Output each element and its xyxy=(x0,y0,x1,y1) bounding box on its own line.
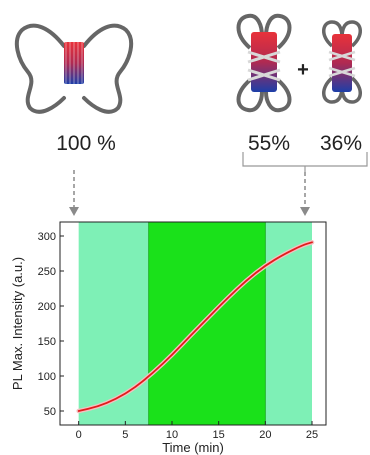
y-tick-label: 150 xyxy=(38,336,56,348)
shaded-region-2 xyxy=(265,222,312,425)
y-axis-label: PL Max. Intensity (a.u.) xyxy=(10,257,25,390)
y-tick-label: 250 xyxy=(38,266,56,278)
shaded-region-0 xyxy=(78,222,149,425)
y-tick-label: 200 xyxy=(38,301,56,313)
quadruplex-block-a xyxy=(251,32,277,92)
mixed-state-percent-a: 55% xyxy=(248,132,290,155)
x-tick-label: 25 xyxy=(306,429,318,441)
y-tick-label: 100 xyxy=(38,371,56,383)
y-tick-label: 50 xyxy=(44,406,56,418)
axes-frame xyxy=(59,221,327,426)
mixed-structure-a-illustration xyxy=(236,13,292,113)
series-0-line xyxy=(77,241,313,412)
quadruplex-block-b xyxy=(332,34,352,92)
mixed-structure-b-illustration xyxy=(322,20,362,104)
x-tick-label: 10 xyxy=(166,429,178,441)
chart-plot-area: 0 5 10 15 20 25 50 100 150 200 250 300 Time (min) PL … xyxy=(10,221,327,455)
plus-sign: + xyxy=(297,59,309,81)
x-axis-label: Time (min) xyxy=(162,440,224,455)
mixed-state-percent-b: 36% xyxy=(320,132,362,155)
single-structure-illustration xyxy=(14,23,134,114)
single-state-percent: 100 % xyxy=(56,132,116,155)
x-tick-label: 5 xyxy=(122,429,128,441)
dna-loop-right xyxy=(82,23,134,114)
dna-loop-left xyxy=(14,23,66,114)
shaded-region-1 xyxy=(148,222,266,425)
y-tick-label: 300 xyxy=(38,231,56,243)
arrow-mixed-state xyxy=(300,172,310,216)
x-tick-label: 20 xyxy=(259,429,271,441)
mixed-state-bracket xyxy=(242,152,368,172)
x-tick-label: 0 xyxy=(76,429,82,441)
arrow-single-state xyxy=(69,170,79,216)
x-tick-label: 15 xyxy=(213,429,225,441)
